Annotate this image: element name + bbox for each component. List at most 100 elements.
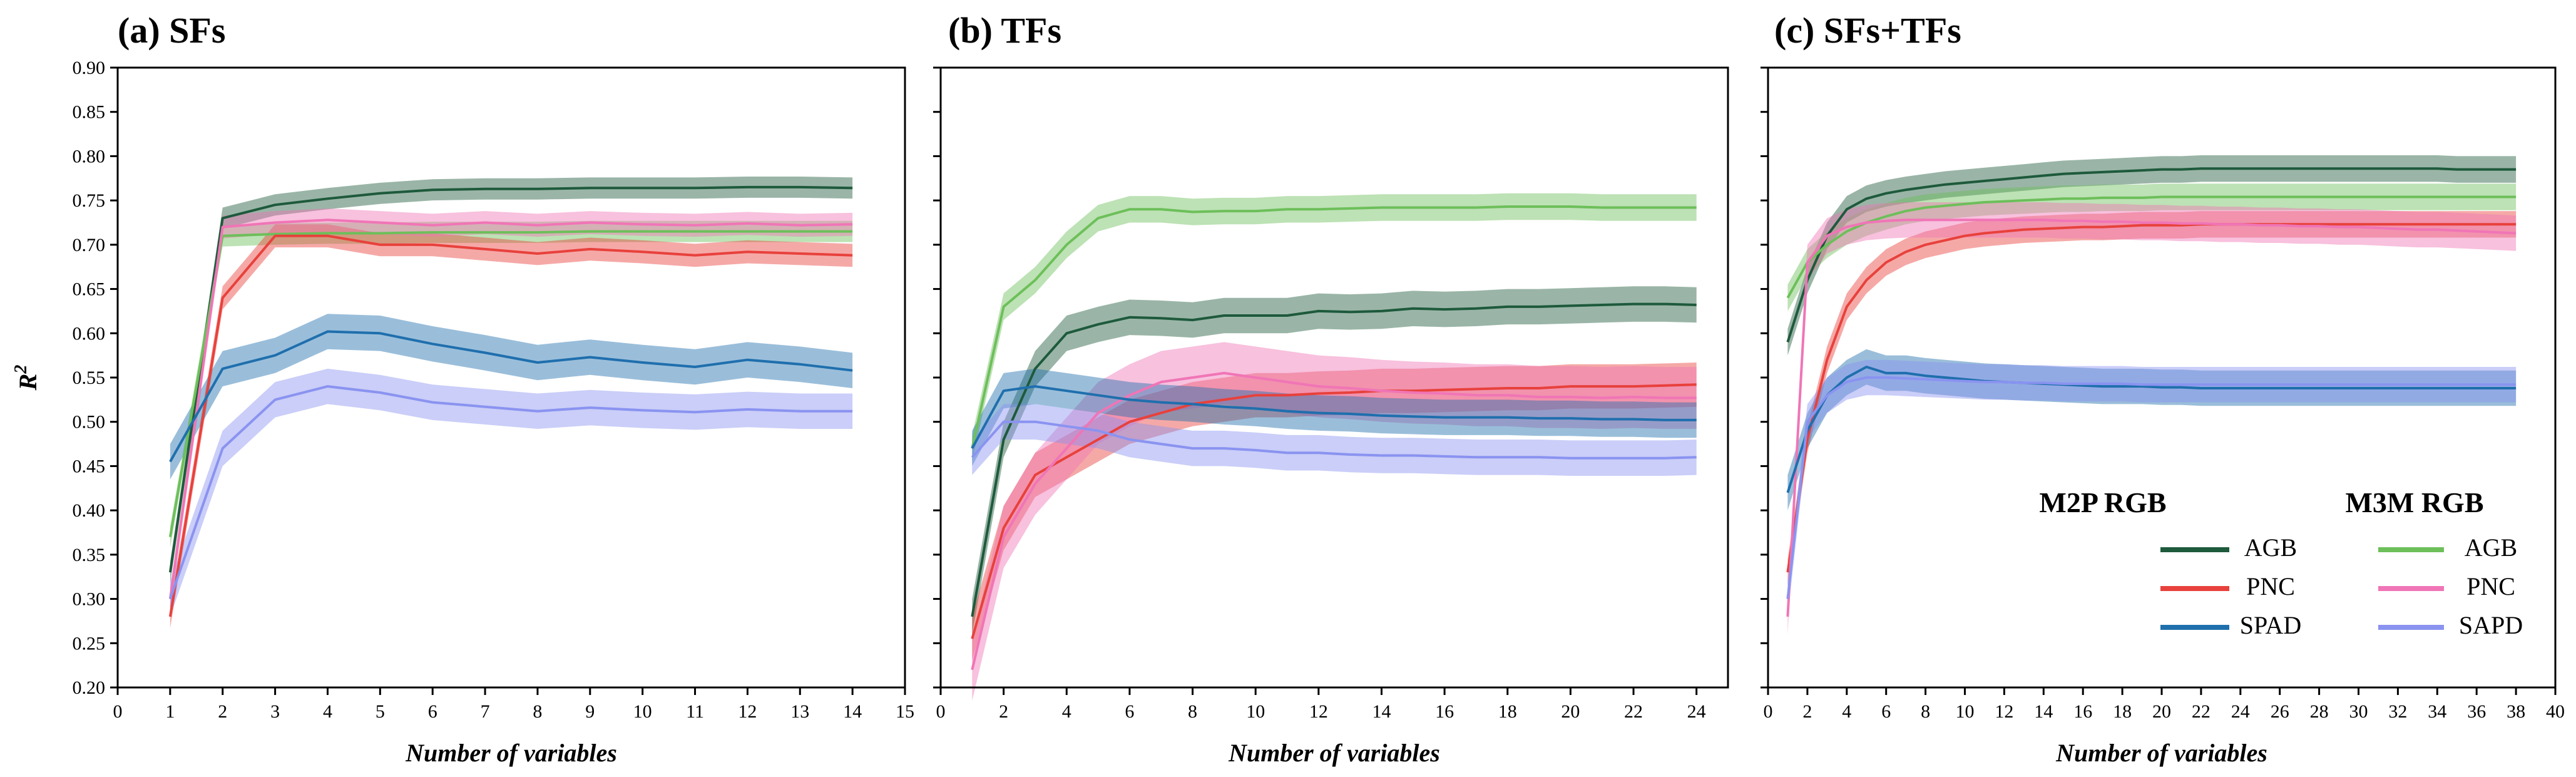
x-tick-label-c: 2 [1802,701,1812,722]
band-b-m2p_pnc [972,363,1697,661]
panel-title-a: (a) SFs [118,10,225,51]
line-b-m2p_spad [971,385,1697,450]
band-c-m3m_agb [1787,183,2517,311]
legend-label-m3m_sapd: SAPD [2459,611,2523,639]
x-tick-label-b: 24 [1687,701,1706,722]
x-tick-label-c: 6 [1881,701,1891,722]
legend-label-m3m_agb: AGB [2465,533,2517,562]
x-tick-label-c: 8 [1921,701,1930,722]
legend-header-m2p: M2P RGB [2039,486,2166,518]
line-a-m2p_spad [169,330,853,463]
x-tick-label-b: 12 [1309,701,1328,722]
x-tick-label-c: 30 [2349,701,2368,722]
x-tick-label-a: 1 [165,701,175,722]
legend-label-m2p_pnc: PNC [2246,572,2295,600]
y-tick-label: 0.50 [73,412,106,433]
x-tick-label-c: 36 [2467,701,2486,722]
y-tick-label: 0.35 [73,545,106,565]
legend-label-m2p_spad: SPAD [2240,611,2302,639]
x-tick-label-b: 16 [1435,701,1454,722]
x-tick-label-b: 20 [1561,701,1580,722]
y-tick-label: 0.80 [73,146,106,167]
y-tick-label: 0.75 [73,190,106,211]
x-tick-label-c: 28 [2310,701,2329,722]
y-tick-label: 0.20 [73,677,106,698]
line-b-m3m_agb [971,205,1697,449]
panel-title-b: (b) TFs [948,10,1061,51]
x-tick-label-a: 13 [790,701,809,722]
x-tick-label-b: 10 [1246,701,1265,722]
line-c-m3m_sapd [1786,376,2517,599]
legend: M2P RGB M3M RGB AGB AGB PNC PNC SPAD SAPD [2039,486,2523,639]
panel-b-tfs: (b) TFs Number of variables 0 2 4 6 8 10 12 14 1… [933,10,1729,767]
y-tick-label: 0.60 [73,323,106,344]
panel-a-sfs: (a) SFs Number of variables R2 0.200.250… [11,10,914,767]
line-c-m3m_pnc [1786,219,2517,617]
x-tick-label-c: 20 [2152,701,2171,722]
y-axis-label-superscript: 2 [11,365,31,374]
x-tick-label-c: 14 [2034,701,2053,722]
legend-label-m2p_agb: AGB [2244,533,2297,562]
x-tick-label-c: 0 [1764,701,1773,722]
line-c-m2p_agb [1786,167,2517,343]
legend-items: AGB AGB PNC PNC SPAD SAPD [2160,533,2523,639]
x-tick-label-b: 0 [936,701,946,722]
x-axis-label-b: Number of variables [1228,739,1440,767]
band-a-m2p_spad [170,314,853,480]
panel-c-sfs-tfs: (c) SFs+TFs Number of variables M2P RGB … [1761,10,2565,767]
line-b-m3m_pnc [971,371,1697,671]
x-tick-label-a: 0 [113,701,123,722]
line-c-m3m_agb [1786,195,2517,299]
series-bands-b [972,193,1697,701]
x-tick-label-a: 5 [376,701,385,722]
x-tick-label-a: 10 [633,701,652,722]
x-tick-label-c: 12 [1995,701,2013,722]
line-a-m3m_sapd [169,385,853,600]
y-axis-label: R2 [11,365,42,391]
band-c-m2p_agb [1787,155,2517,356]
line-c-m2p_spad [1786,366,2517,493]
series-lines-a [168,185,853,617]
panel-title-c: (c) SFs+TFs [1774,10,1961,51]
series-lines-b [971,205,1697,671]
line-a-m3m_pnc [168,219,853,599]
x-tick-label-a: 4 [323,701,332,722]
line-b-m3m_sapd [971,420,1697,460]
x-tick-label-a: 2 [218,701,227,722]
x-tick-label-a: 9 [585,701,595,722]
y-tick-label: 0.65 [73,279,106,300]
x-tick-label-c: 24 [2231,701,2250,722]
x-tick-label-a: 8 [533,701,542,722]
x-tick-label-c: 34 [2428,701,2446,722]
line-a-m2p_agb [168,185,853,573]
x-tick-label-b: 2 [999,701,1008,722]
y-tick-label: 0.55 [73,368,106,388]
x-tick-label-c: 40 [2546,701,2565,722]
series-bands-c [1787,155,2517,635]
x-tick-label-c: 26 [2271,701,2289,722]
band-c-m3m_pnc [1787,202,2517,635]
band-a-m2p_agb [170,177,853,584]
line-b-m2p_pnc [971,383,1697,639]
x-tick-label-b: 8 [1188,701,1197,722]
legend-header-m3m: M3M RGB [2345,486,2483,518]
x-tick-label-c: 10 [1956,701,1975,722]
band-a-m3m_agb [170,220,853,548]
y-tick-label: 0.90 [73,58,106,78]
x-tick-label-a: 14 [843,701,862,722]
x-tick-label-c: 32 [2388,701,2407,722]
x-tick-label-b: 6 [1125,701,1134,722]
band-a-m3m_sapd [170,368,853,617]
y-tick-label: 0.45 [73,456,106,476]
x-axis-label-a: Number of variables [405,739,617,767]
band-b-m2p_agb [972,286,1697,635]
line-a-m3m_agb [168,230,853,537]
x-tick-label-c: 4 [1842,701,1851,722]
line-b-m2p_agb [971,302,1697,617]
line-c-m2p_pnc [1786,223,2517,573]
series-bands-a [170,177,853,629]
y-tick-label: 0.40 [73,500,106,521]
svg-text:R2: R2 [11,365,42,391]
x-tick-label-a: 11 [686,701,704,722]
